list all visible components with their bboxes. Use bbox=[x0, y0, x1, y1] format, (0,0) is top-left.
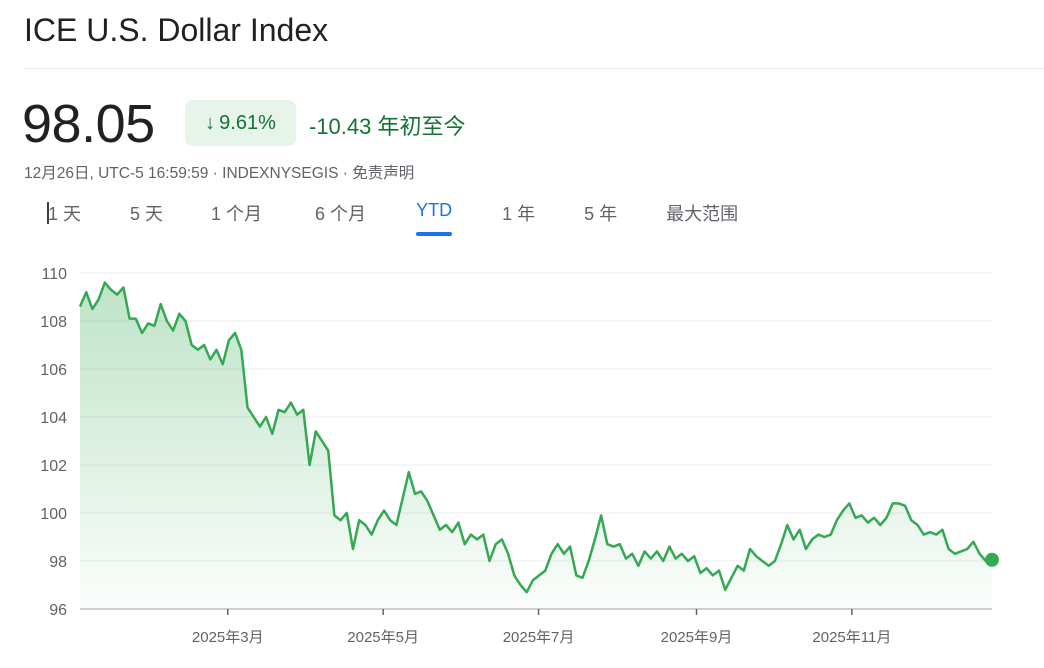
change-value: -10.43 bbox=[309, 114, 372, 139]
change-percent: 9.61% bbox=[219, 111, 276, 134]
price-line bbox=[78, 281, 993, 594]
change-period: 年初至今 bbox=[377, 114, 466, 139]
text-caret bbox=[47, 202, 49, 224]
last-price-dot bbox=[985, 552, 999, 567]
tab-5[interactable]: 1 年 bbox=[502, 204, 536, 224]
tab-2[interactable]: 1 个月 bbox=[211, 204, 263, 224]
divider bbox=[24, 68, 1044, 69]
tab-6[interactable]: 5 年 bbox=[584, 204, 618, 224]
y-tick-label: 100 bbox=[40, 506, 67, 523]
current-price: 98.05 bbox=[22, 94, 155, 154]
page-title: ICE U.S. Dollar Index bbox=[24, 12, 329, 48]
y-tick-label: 102 bbox=[40, 458, 67, 475]
y-tick-label: 108 bbox=[40, 314, 67, 331]
change-percent-badge: ↓ 9.61% bbox=[185, 100, 296, 146]
x-tick-label: 2025年9月 bbox=[661, 629, 733, 646]
range-tabs: 1 天 5 天 1 个月 6 个月 YTD 1 年 5 年 最大范围 bbox=[48, 200, 739, 236]
area-fill bbox=[80, 282, 992, 609]
x-tick-label: 2025年7月 bbox=[503, 629, 575, 646]
tab-0[interactable]: 1 天 bbox=[48, 204, 82, 224]
x-tick-label: 2025年5月 bbox=[347, 629, 419, 646]
y-tick-label: 96 bbox=[49, 602, 67, 619]
y-tick-label: 106 bbox=[40, 362, 67, 379]
change-summary: -10.43 年初至今 bbox=[309, 109, 466, 141]
y-tick-label: 110 bbox=[41, 266, 67, 283]
tab-7[interactable]: 最大范围 bbox=[666, 204, 739, 224]
x-tick-label: 2025年11月 bbox=[812, 629, 891, 646]
quote-meta: 12月26日, UTC-5 16:59:59 · INDEXNYSEGIS · … bbox=[24, 165, 415, 182]
tab-4[interactable]: YTD bbox=[416, 200, 453, 236]
y-tick-label: 98 bbox=[49, 554, 67, 571]
arrow-down-icon: ↓ bbox=[205, 111, 216, 134]
tab-3[interactable]: 6 个月 bbox=[315, 204, 367, 224]
x-tick-label: 2025年3月 bbox=[192, 629, 264, 646]
y-tick-label: 104 bbox=[40, 410, 67, 427]
tab-1[interactable]: 5 天 bbox=[130, 204, 164, 224]
